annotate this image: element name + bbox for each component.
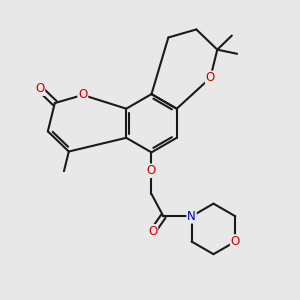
Text: O: O <box>78 88 87 101</box>
Text: N: N <box>187 210 196 223</box>
Text: O: O <box>147 164 156 177</box>
Text: O: O <box>35 82 44 95</box>
Text: O: O <box>231 235 240 248</box>
Text: O: O <box>206 71 215 84</box>
Text: O: O <box>148 225 158 238</box>
